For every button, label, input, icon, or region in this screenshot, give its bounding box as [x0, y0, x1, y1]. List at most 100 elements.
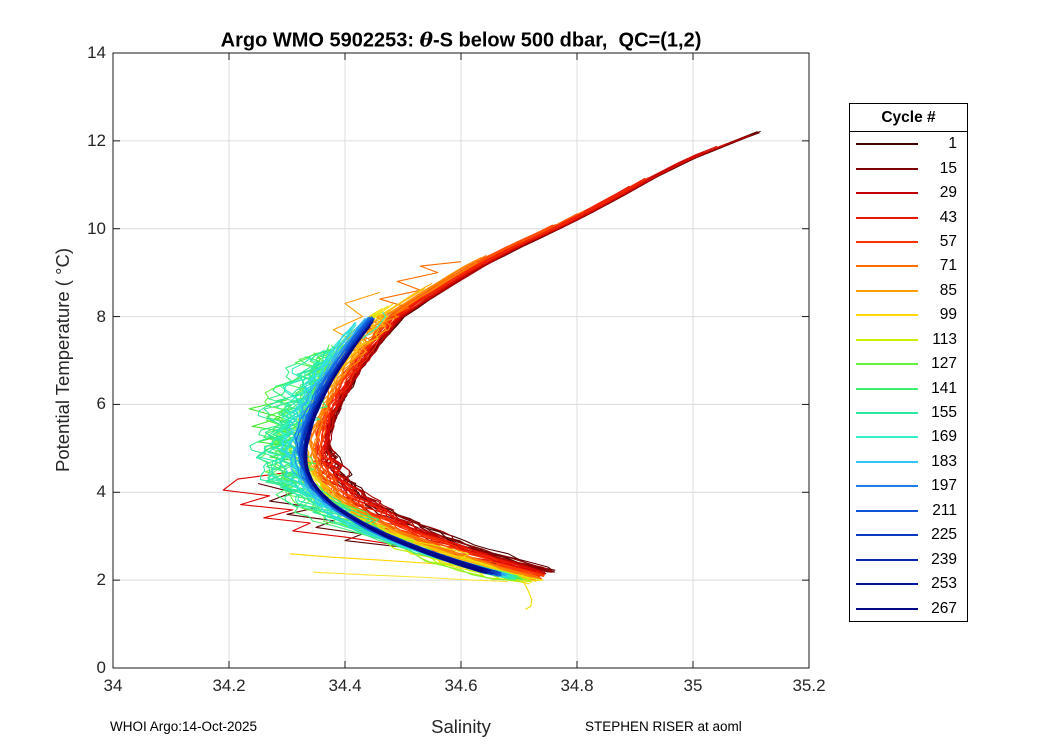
legend-entry-label: 197 [931, 477, 957, 495]
y-axis-label: Potential Temperature ( °C) [52, 247, 73, 473]
legend-line-sample [856, 460, 918, 463]
legend-entry-label: 1 [948, 135, 957, 153]
grid-lines [113, 53, 809, 668]
legend-entry: 29 [850, 181, 967, 205]
profile-line [313, 571, 508, 583]
legend-line-sample [856, 314, 918, 317]
x-tick-label: 35.2 [792, 676, 826, 695]
legend-entry-label: 43 [939, 208, 957, 226]
legend-line-sample [856, 485, 918, 488]
legend-entry: 141 [850, 376, 967, 400]
legend-entry: 197 [850, 474, 967, 498]
profile-line [327, 134, 752, 573]
legend-entry-label: 169 [931, 428, 957, 446]
legend-entry: 169 [850, 425, 967, 449]
axes-frame [112, 52, 810, 669]
y-tick-label: 0 [96, 658, 106, 677]
y-tick-label: 8 [96, 306, 106, 326]
profile-line [325, 132, 759, 571]
profile-curves [222, 130, 761, 610]
x-tick-label: 34 [103, 676, 123, 695]
profile-line [332, 291, 380, 344]
legend-entry: 57 [850, 230, 967, 254]
legend-line-sample [856, 192, 918, 195]
x-tick-label: 35 [683, 676, 703, 695]
title-suffix: -S below 500 dbar, QC=(1,2) [432, 29, 702, 52]
y-tick-label: 10 [87, 218, 106, 238]
legend-title: Cycle # [850, 104, 967, 132]
y-tick-label: 2 [96, 570, 106, 590]
legend-rows: 1 15 29 43 57 71 85 99 113 127 141 155 169 183 197 211 2… [850, 132, 967, 621]
legend-entry-label: 253 [931, 575, 957, 593]
legend-line-sample [856, 387, 918, 390]
legend-line-sample [856, 583, 918, 586]
legend-line-sample [856, 558, 918, 561]
x-tick-label: 34.6 [444, 676, 478, 695]
legend-line-sample [856, 363, 918, 366]
legend-entry-label: 57 [939, 232, 957, 250]
legend: Cycle # 1 15 29 43 57 71 85 99 113 127 141 155 169 18… [849, 103, 968, 622]
legend-entry-label: 99 [939, 306, 957, 324]
legend-entry: 267 [850, 596, 967, 620]
legend-entry: 99 [850, 303, 967, 327]
profile-line [362, 311, 387, 339]
legend-entry-label: 15 [939, 159, 957, 177]
legend-entry-label: 155 [931, 404, 957, 422]
profile-line [325, 130, 761, 572]
legend-line-sample [856, 289, 918, 292]
profile-line [326, 131, 760, 573]
legend-line-sample [856, 607, 918, 610]
legend-line-sample [856, 143, 918, 146]
legend-entry: 183 [850, 450, 967, 474]
legend-entry: 85 [850, 279, 967, 303]
legend-entry: 1 [850, 132, 967, 156]
legend-entry-label: 29 [939, 184, 957, 202]
legend-entry-label: 183 [931, 452, 957, 470]
y-tick-label: 14 [87, 43, 106, 62]
legend-line-sample [856, 167, 918, 170]
profile-line [325, 143, 727, 575]
profile-line [279, 322, 509, 578]
legend-entry-label: 85 [939, 281, 957, 299]
legend-line-sample [856, 265, 918, 268]
profile-line [326, 135, 749, 572]
legend-entry-label: 127 [931, 355, 957, 373]
title-theta-symbol: θ [419, 27, 433, 52]
footer-credit-right: STEPHEN RISER at aoml [585, 719, 742, 734]
title-prefix: Argo WMO 5902253: [220, 29, 420, 52]
legend-entry-label: 113 [932, 330, 957, 348]
legend-entry-label: 71 [939, 257, 957, 275]
legend-entry-label: 267 [931, 599, 957, 617]
legend-entry: 71 [850, 254, 967, 278]
x-tick-label: 34.4 [328, 676, 362, 695]
legend-entry: 127 [850, 352, 967, 376]
legend-entry: 155 [850, 401, 967, 425]
legend-entry-label: 211 [932, 501, 957, 519]
plot-title: Argo WMO 5902253: θ-S below 500 dbar, QC… [221, 28, 702, 53]
footer-credit-left: WHOI Argo:14-Oct-2025 [110, 719, 258, 734]
x-axis-label: Salinity [431, 716, 491, 737]
legend-entry: 239 [850, 547, 967, 571]
legend-entry: 43 [850, 205, 967, 229]
y-tick-label: 6 [96, 394, 106, 414]
legend-entry-label: 239 [931, 550, 957, 568]
x-tick-label: 34.2 [212, 676, 246, 695]
legend-entry-label: 141 [931, 379, 957, 397]
legend-entry: 225 [850, 523, 967, 547]
legend-line-sample [856, 338, 918, 341]
x-tick-label: 34.8 [560, 676, 594, 695]
y-tick-label: 4 [96, 482, 106, 502]
legend-entry: 253 [850, 572, 967, 596]
y-tick-label: 12 [87, 130, 106, 150]
legend-entry-label: 225 [931, 526, 957, 544]
legend-line-sample [856, 534, 918, 537]
profile-line [324, 134, 750, 572]
legend-line-sample [856, 240, 918, 243]
legend-entry: 113 [850, 328, 967, 352]
legend-line-sample [856, 509, 918, 512]
legend-line-sample [856, 216, 918, 219]
legend-line-sample [856, 412, 918, 415]
legend-entry: 15 [850, 156, 967, 180]
